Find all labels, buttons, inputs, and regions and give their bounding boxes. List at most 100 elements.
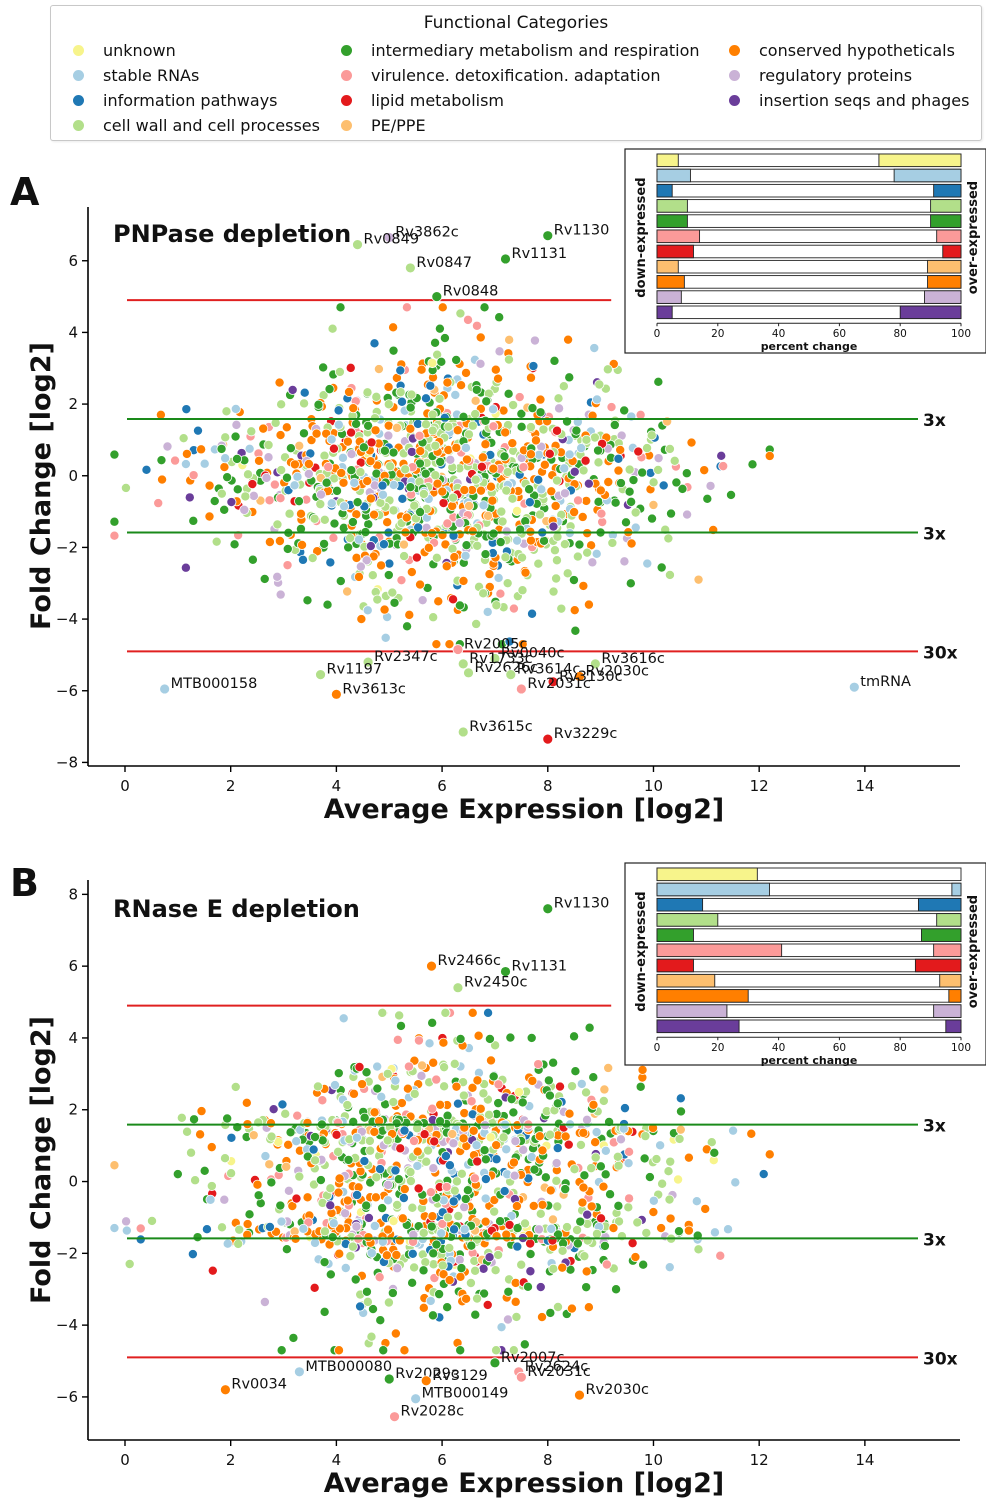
data-point <box>405 1176 416 1187</box>
data-point <box>568 575 579 586</box>
data-point <box>567 1081 578 1092</box>
data-point <box>502 578 513 589</box>
point-label: MTB000080 <box>305 1359 392 1375</box>
data-point <box>563 334 574 345</box>
point-label: Rv0849 <box>364 232 420 248</box>
data-point <box>514 1087 525 1098</box>
data-point <box>366 1331 377 1342</box>
data-point <box>327 323 338 334</box>
data-point <box>428 612 439 623</box>
data-point <box>574 539 585 550</box>
data-point <box>409 1262 420 1273</box>
data-point <box>395 365 406 376</box>
inset-bar-track <box>656 199 962 213</box>
data-point <box>292 1110 303 1121</box>
data-point <box>648 1123 659 1134</box>
data-point <box>480 1216 491 1227</box>
data-point <box>219 462 230 473</box>
data-point <box>581 1087 592 1098</box>
panel-title: PNPase depletion <box>113 220 351 248</box>
data-point <box>438 1037 449 1048</box>
data-point <box>530 435 541 446</box>
x-tick-label: 8 <box>543 1451 553 1469</box>
data-point <box>472 1293 483 1304</box>
data-point <box>562 1222 573 1233</box>
data-point <box>434 1289 445 1300</box>
data-point <box>599 1240 610 1251</box>
data-point <box>394 1235 405 1246</box>
data-point <box>682 509 693 520</box>
data-point <box>282 560 293 571</box>
data-point <box>398 1192 409 1203</box>
data-point <box>488 404 499 415</box>
y-tick-label: 0 <box>68 467 78 485</box>
data-point <box>333 405 344 416</box>
data-point <box>545 1307 556 1318</box>
data-point <box>458 1133 469 1144</box>
data-point <box>196 1106 207 1117</box>
data-point <box>664 443 675 454</box>
data-point <box>648 499 659 510</box>
data-point <box>548 586 559 597</box>
data-point <box>439 1081 450 1092</box>
inset-bar-over-regulatory <box>924 290 962 304</box>
inset-bar-down-stable <box>656 168 691 183</box>
inset-bar-chart: 0 20 40 60 80 100 percent change down-expressed… <box>624 148 986 354</box>
data-point <box>318 362 329 373</box>
data-point <box>539 459 550 470</box>
data-point <box>613 453 624 464</box>
point-label: Rv3613c <box>342 681 406 697</box>
data-point <box>310 1132 321 1143</box>
data-point <box>402 1083 413 1094</box>
data-point <box>437 1260 448 1271</box>
data-point <box>525 535 536 546</box>
legend-marker-lipid <box>341 95 352 106</box>
data-point <box>544 1090 555 1101</box>
data-point <box>535 407 546 418</box>
data-point <box>420 1257 431 1268</box>
data-point <box>289 480 300 491</box>
data-point <box>603 477 614 488</box>
inset-x-label: percent change <box>761 340 858 353</box>
data-point <box>327 1232 338 1243</box>
data-point <box>546 1223 557 1234</box>
data-point <box>243 469 254 480</box>
y-tick-label: −4 <box>56 610 78 628</box>
x-tick-label: 14 <box>855 777 874 795</box>
data-point <box>553 1301 564 1312</box>
data-point <box>281 422 292 433</box>
data-point <box>425 1187 436 1198</box>
data-point <box>671 477 682 488</box>
data-point <box>328 443 339 454</box>
data-point <box>383 1224 394 1235</box>
data-point <box>535 1282 546 1293</box>
data-point <box>507 493 518 504</box>
data-point <box>326 498 337 509</box>
data-point <box>346 427 357 438</box>
data-point <box>408 1229 419 1240</box>
data-point <box>475 1103 486 1114</box>
data-point <box>374 1272 385 1283</box>
data-point <box>495 1216 506 1227</box>
data-point <box>229 539 240 550</box>
data-point <box>519 1339 530 1350</box>
data-point <box>246 426 257 437</box>
x-tick-label: 6 <box>437 777 447 795</box>
data-point <box>642 443 653 454</box>
data-point <box>728 1125 739 1136</box>
data-point <box>495 537 506 548</box>
data-point <box>226 1132 237 1143</box>
data-point <box>201 1224 212 1235</box>
data-point <box>390 1165 401 1176</box>
data-point <box>665 1213 676 1224</box>
data-point <box>534 1131 545 1142</box>
inset-bar-over-cellwall <box>930 199 962 213</box>
data-point <box>571 425 582 436</box>
data-point <box>412 1160 423 1171</box>
data-point <box>342 1195 353 1206</box>
data-point <box>216 488 227 499</box>
data-point <box>527 608 538 619</box>
data-point <box>548 1057 559 1068</box>
data-point <box>372 594 383 605</box>
